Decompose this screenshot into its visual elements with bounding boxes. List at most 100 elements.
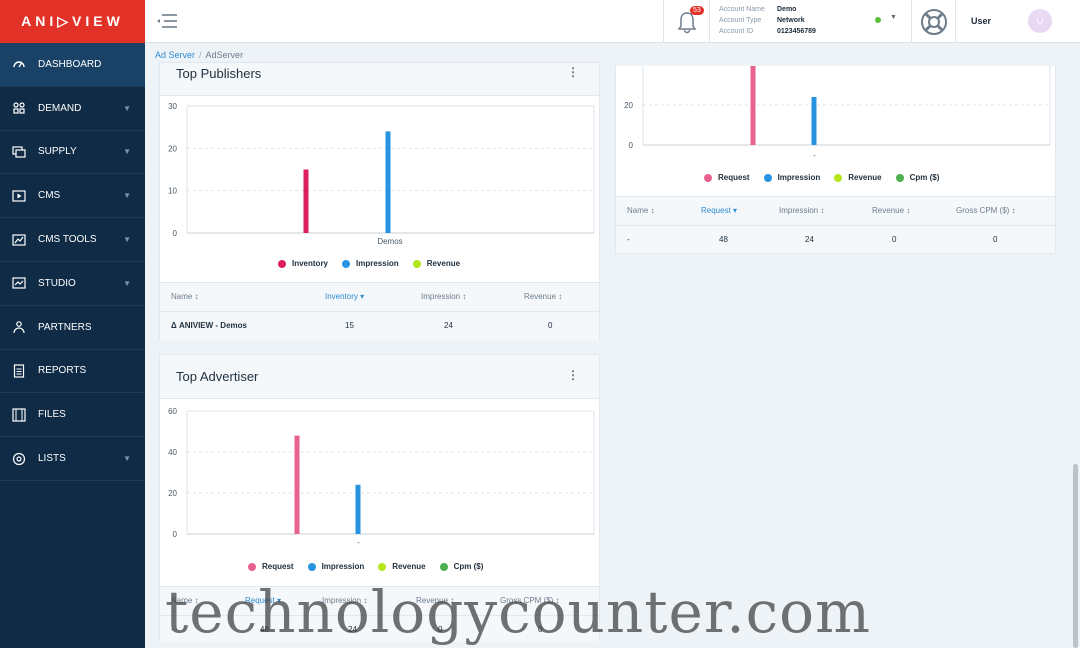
legend-item[interactable]: Revenue (378, 562, 426, 571)
sidebar-item-demand[interactable]: DEMAND ▼ (0, 87, 145, 131)
sort-desc-icon: ▾ (277, 596, 282, 605)
column-label: Name (171, 596, 193, 605)
column-header-name[interactable]: Name ↕ (171, 596, 199, 605)
legend-item[interactable]: Revenue (412, 259, 460, 268)
film-icon (12, 408, 26, 422)
top-advertiser-chart: 0 20 40 60 - (168, 407, 595, 547)
table-row[interactable]: - 48 24 0 0 (160, 616, 599, 642)
report-icon (13, 364, 25, 378)
sidebar-item-files[interactable]: FILES (0, 393, 145, 438)
legend-label: Request (718, 173, 750, 182)
menu-toggle-icon[interactable] (155, 12, 179, 30)
column-label: Impression (322, 596, 362, 605)
column-header-request[interactable]: Request ▾ (701, 206, 737, 215)
sidebar-item-cms-tools[interactable]: CMS TOOLS ▼ (0, 218, 145, 262)
cell-impression: 24 (805, 235, 814, 244)
sort-icon: ↕ (450, 596, 455, 605)
sidebar-item-label: REPORTS (38, 365, 87, 377)
legend-item[interactable]: Impression (342, 259, 399, 268)
table-row[interactable]: - 48 24 0 0 (616, 226, 1055, 253)
cell-name: Δ ANIVIEW - Demos (171, 321, 247, 330)
top-publishers-card: Top Publishers ⋮ 0 10 20 30 Demos Inventory … (159, 62, 600, 340)
chevron-down-icon[interactable]: ▼ (890, 14, 897, 21)
sidebar-item-reports[interactable]: REPORTS (0, 350, 145, 394)
legend-item[interactable]: Request (704, 173, 750, 182)
column-header-gross-cpm[interactable]: Gross CPM ($) ↕ (956, 206, 1016, 215)
column-label: Request (245, 596, 275, 605)
column-header-gross-cpm[interactable]: Gross CPM ($) ↕ (500, 596, 560, 605)
chevron-down-icon: ▼ (123, 191, 131, 201)
legend-dot (834, 173, 843, 182)
column-header-revenue[interactable]: Revenue ↕ (524, 292, 562, 301)
legend-dot (378, 562, 387, 571)
account-id-label: Account ID (719, 28, 754, 35)
column-header-name[interactable]: Name ↕ (627, 206, 655, 215)
studio-icon (12, 277, 26, 289)
legend-label: Request (262, 562, 294, 571)
legend-label: Impression (777, 173, 821, 182)
sidebar-item-partners[interactable]: PARTNERS (0, 306, 145, 350)
table-header: Name ↕ Inventory ▾ Impression ↕ Revenue … (160, 282, 599, 312)
account-switcher[interactable]: Account Name Demo Account Type Network Acc… (709, 0, 911, 43)
user-name[interactable]: User (971, 16, 992, 26)
notifications-button[interactable]: 53 (663, 0, 709, 43)
account-name-value: Demo (777, 6, 797, 13)
more-options-icon[interactable]: ⋮ (567, 368, 579, 382)
column-label: Revenue (416, 596, 449, 605)
brand-logo[interactable]: ANI▷VIEW (0, 0, 145, 43)
legend-item[interactable]: Revenue (834, 173, 882, 182)
status-dot (875, 17, 881, 23)
legend-item[interactable]: Impression (307, 562, 364, 571)
sidebar-item-label: LISTS (38, 453, 66, 465)
table-row[interactable]: Δ ANIVIEW - Demos 15 24 0 (160, 312, 599, 340)
avatar[interactable]: U (1028, 9, 1052, 33)
legend-item[interactable]: Cpm ($) (439, 562, 484, 571)
legend-item[interactable]: Inventory (278, 259, 328, 268)
y-tick-label: 10 (168, 187, 177, 196)
legend-item[interactable]: Request (248, 562, 294, 571)
breadcrumb-root-link[interactable]: Ad Server (155, 50, 196, 60)
column-label: Gross CPM ($) (500, 596, 554, 605)
card-header: Top Publishers ⋮ (160, 63, 599, 96)
bar-impression (385, 131, 391, 233)
column-header-revenue[interactable]: Revenue ↕ (416, 596, 454, 605)
column-header-name[interactable]: Name ↕ (171, 292, 199, 301)
legend-label: Cpm ($) (453, 562, 484, 571)
table-header: Name ↕ Request ▾ Impression ↕ Revenue ↕ … (160, 586, 599, 616)
scrollbar-thumb[interactable] (1073, 464, 1078, 648)
column-header-impression[interactable]: Impression ↕ (421, 292, 466, 301)
column-header-impression[interactable]: Impression ↕ (322, 596, 367, 605)
legend-item[interactable]: Impression (763, 173, 821, 182)
legend-item[interactable]: Cpm ($) (895, 173, 939, 182)
top-publishers-chart: 0 10 20 30 Demos (168, 102, 595, 246)
column-label: Name (171, 292, 193, 301)
column-header-impression[interactable]: Impression ↕ (779, 206, 824, 215)
chevron-down-icon: ▼ (123, 103, 131, 113)
help-button[interactable] (911, 0, 956, 43)
sidebar-item-supply[interactable]: SUPPLY ▼ (0, 131, 145, 175)
sort-icon: ↕ (194, 292, 199, 301)
top-header: 53 Account Name Demo Account Type Network … (145, 0, 1080, 43)
sidebar-item-dashboard[interactable]: DASHBOARD (0, 43, 145, 87)
more-options-icon[interactable]: ⋮ (567, 65, 579, 79)
column-header-request[interactable]: Request ▾ (245, 596, 281, 605)
sidebar-item-lists[interactable]: LISTS ▼ (0, 437, 145, 481)
y-tick-label: 0 (173, 530, 178, 539)
page-scrollbar[interactable] (1071, 66, 1080, 648)
sidebar-item-label: DASHBOARD (38, 58, 102, 70)
speedometer-icon (13, 61, 25, 68)
column-header-revenue[interactable]: Revenue ↕ (872, 206, 910, 215)
bell-icon (677, 11, 696, 33)
column-header-inventory[interactable]: Inventory ▾ (325, 292, 364, 301)
legend-dot (763, 173, 772, 182)
chart-legend: Request Impression Revenue Cpm ($) (248, 562, 497, 571)
column-label: Inventory (325, 292, 358, 301)
chevron-down-icon: ▼ (123, 147, 131, 157)
sidebar-item-cms[interactable]: CMS ▼ (0, 174, 145, 219)
sidebar-item-studio[interactable]: STUDIO ▼ (0, 262, 145, 306)
x-category-label: Demos (377, 237, 402, 246)
bar-request (750, 66, 756, 145)
cell-request: 48 (719, 235, 728, 244)
cell-revenue: 0 (548, 321, 553, 330)
y-tick-label: 60 (168, 407, 177, 416)
